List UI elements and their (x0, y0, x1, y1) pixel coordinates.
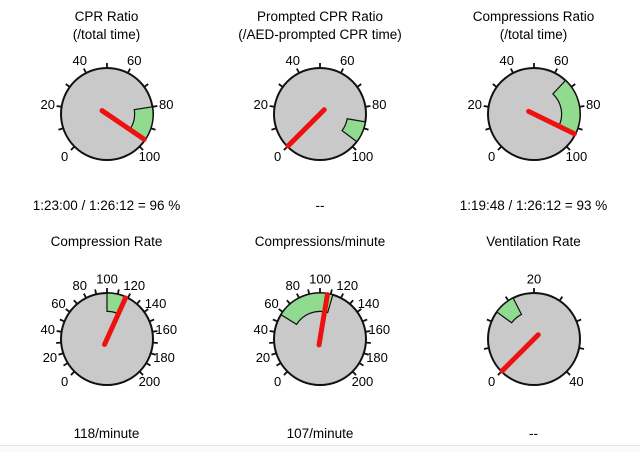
gauge-value: 1:23:00 / 1:26:12 = 96 % (32, 198, 181, 213)
gauge-panel-ventilation-rate: Ventilation Rate 0 20 40 -- (427, 226, 640, 452)
svg-text:20: 20 (42, 350, 56, 365)
svg-text:140: 140 (358, 296, 380, 311)
ventilation-rate-dial: 0 20 40 (483, 272, 584, 389)
svg-text:60: 60 (340, 53, 354, 68)
svg-text:20: 20 (40, 97, 54, 112)
svg-text:160: 160 (155, 322, 177, 337)
svg-text:20: 20 (526, 272, 540, 287)
gauge-subtitle: (/total time) (499, 27, 568, 42)
gauge-panel-compressions-per-minute: Compressions/minute 0 20 40 60 80 100 120 140 16… (213, 226, 427, 452)
gauge-panel-prompted-cpr-ratio: Prompted CPR Ratio (/AED-prompted CPR ti… (213, 0, 427, 226)
svg-text:0: 0 (60, 149, 67, 164)
svg-text:120: 120 (336, 278, 358, 293)
svg-text:60: 60 (127, 53, 141, 68)
gauge-panel-compressions-ratio: Compressions Ratio (/total time) 0 20 40 60… (427, 0, 640, 226)
svg-text:60: 60 (51, 296, 65, 311)
prompted-cpr-ratio-dial: 0 20 40 60 80 100 (254, 53, 387, 164)
svg-text:100: 100 (96, 272, 118, 287)
gauge-value: -- (315, 198, 325, 213)
svg-text:160: 160 (368, 322, 390, 337)
svg-text:80: 80 (159, 97, 173, 112)
svg-text:0: 0 (487, 374, 494, 389)
svg-text:40: 40 (286, 53, 300, 68)
gauge-value: 1:19:48 / 1:26:12 = 93 % (459, 198, 608, 213)
svg-text:60: 60 (264, 296, 278, 311)
svg-text:40: 40 (499, 53, 513, 68)
svg-text:100: 100 (352, 149, 374, 164)
gauge-panel-cpr-ratio: CPR Ratio (/total time) 0 20 40 60 80 100 1:2… (0, 0, 213, 226)
svg-text:40: 40 (40, 322, 54, 337)
compressions-ratio-dial: 0 20 40 60 80 100 (467, 53, 600, 164)
svg-text:20: 20 (256, 350, 270, 365)
svg-text:140: 140 (144, 296, 166, 311)
compression-rate-dial: 0 20 40 60 80 100 120 140 160 180 200 (40, 272, 177, 389)
svg-text:180: 180 (153, 350, 175, 365)
gauge-value: 107/minute (286, 426, 354, 441)
svg-text:120: 120 (123, 278, 145, 293)
gauge-title: Prompted CPR Ratio (256, 9, 384, 24)
svg-text:100: 100 (565, 149, 587, 164)
gauge-title: Compressions/minute (254, 234, 386, 249)
svg-text:0: 0 (274, 149, 281, 164)
gauge-title: CPR Ratio (74, 9, 139, 24)
gauge-subtitle: (/AED-prompted CPR time) (238, 27, 402, 42)
svg-text:0: 0 (60, 374, 67, 389)
svg-text:40: 40 (569, 374, 583, 389)
svg-text:80: 80 (372, 97, 386, 112)
svg-text:20: 20 (467, 97, 481, 112)
svg-text:20: 20 (254, 97, 268, 112)
gauge-title: Compression Rate (50, 234, 163, 249)
svg-text:80: 80 (72, 278, 86, 293)
cpr-ratio-dial: 0 20 40 60 80 100 (40, 53, 173, 164)
svg-text:200: 200 (138, 374, 160, 389)
svg-text:100: 100 (309, 272, 331, 287)
svg-text:40: 40 (254, 322, 268, 337)
gauge-subtitle: (/total time) (72, 27, 141, 42)
gauge-title: Compressions Ratio (472, 9, 595, 24)
svg-text:200: 200 (352, 374, 374, 389)
svg-text:0: 0 (274, 374, 281, 389)
svg-text:80: 80 (586, 97, 600, 112)
gauge-value: -- (529, 426, 538, 441)
gauge-panel-compression-rate: Compression Rate 0 20 40 60 80 100 120 140 160 18… (0, 226, 213, 452)
svg-text:80: 80 (286, 278, 300, 293)
svg-text:100: 100 (138, 149, 160, 164)
gauge-title: Ventilation Rate (486, 234, 581, 249)
svg-text:0: 0 (487, 149, 494, 164)
svg-text:60: 60 (554, 53, 568, 68)
footer-divider (0, 445, 640, 452)
svg-text:180: 180 (366, 350, 388, 365)
svg-text:40: 40 (72, 53, 86, 68)
gauge-value: 118/minute (73, 426, 140, 441)
